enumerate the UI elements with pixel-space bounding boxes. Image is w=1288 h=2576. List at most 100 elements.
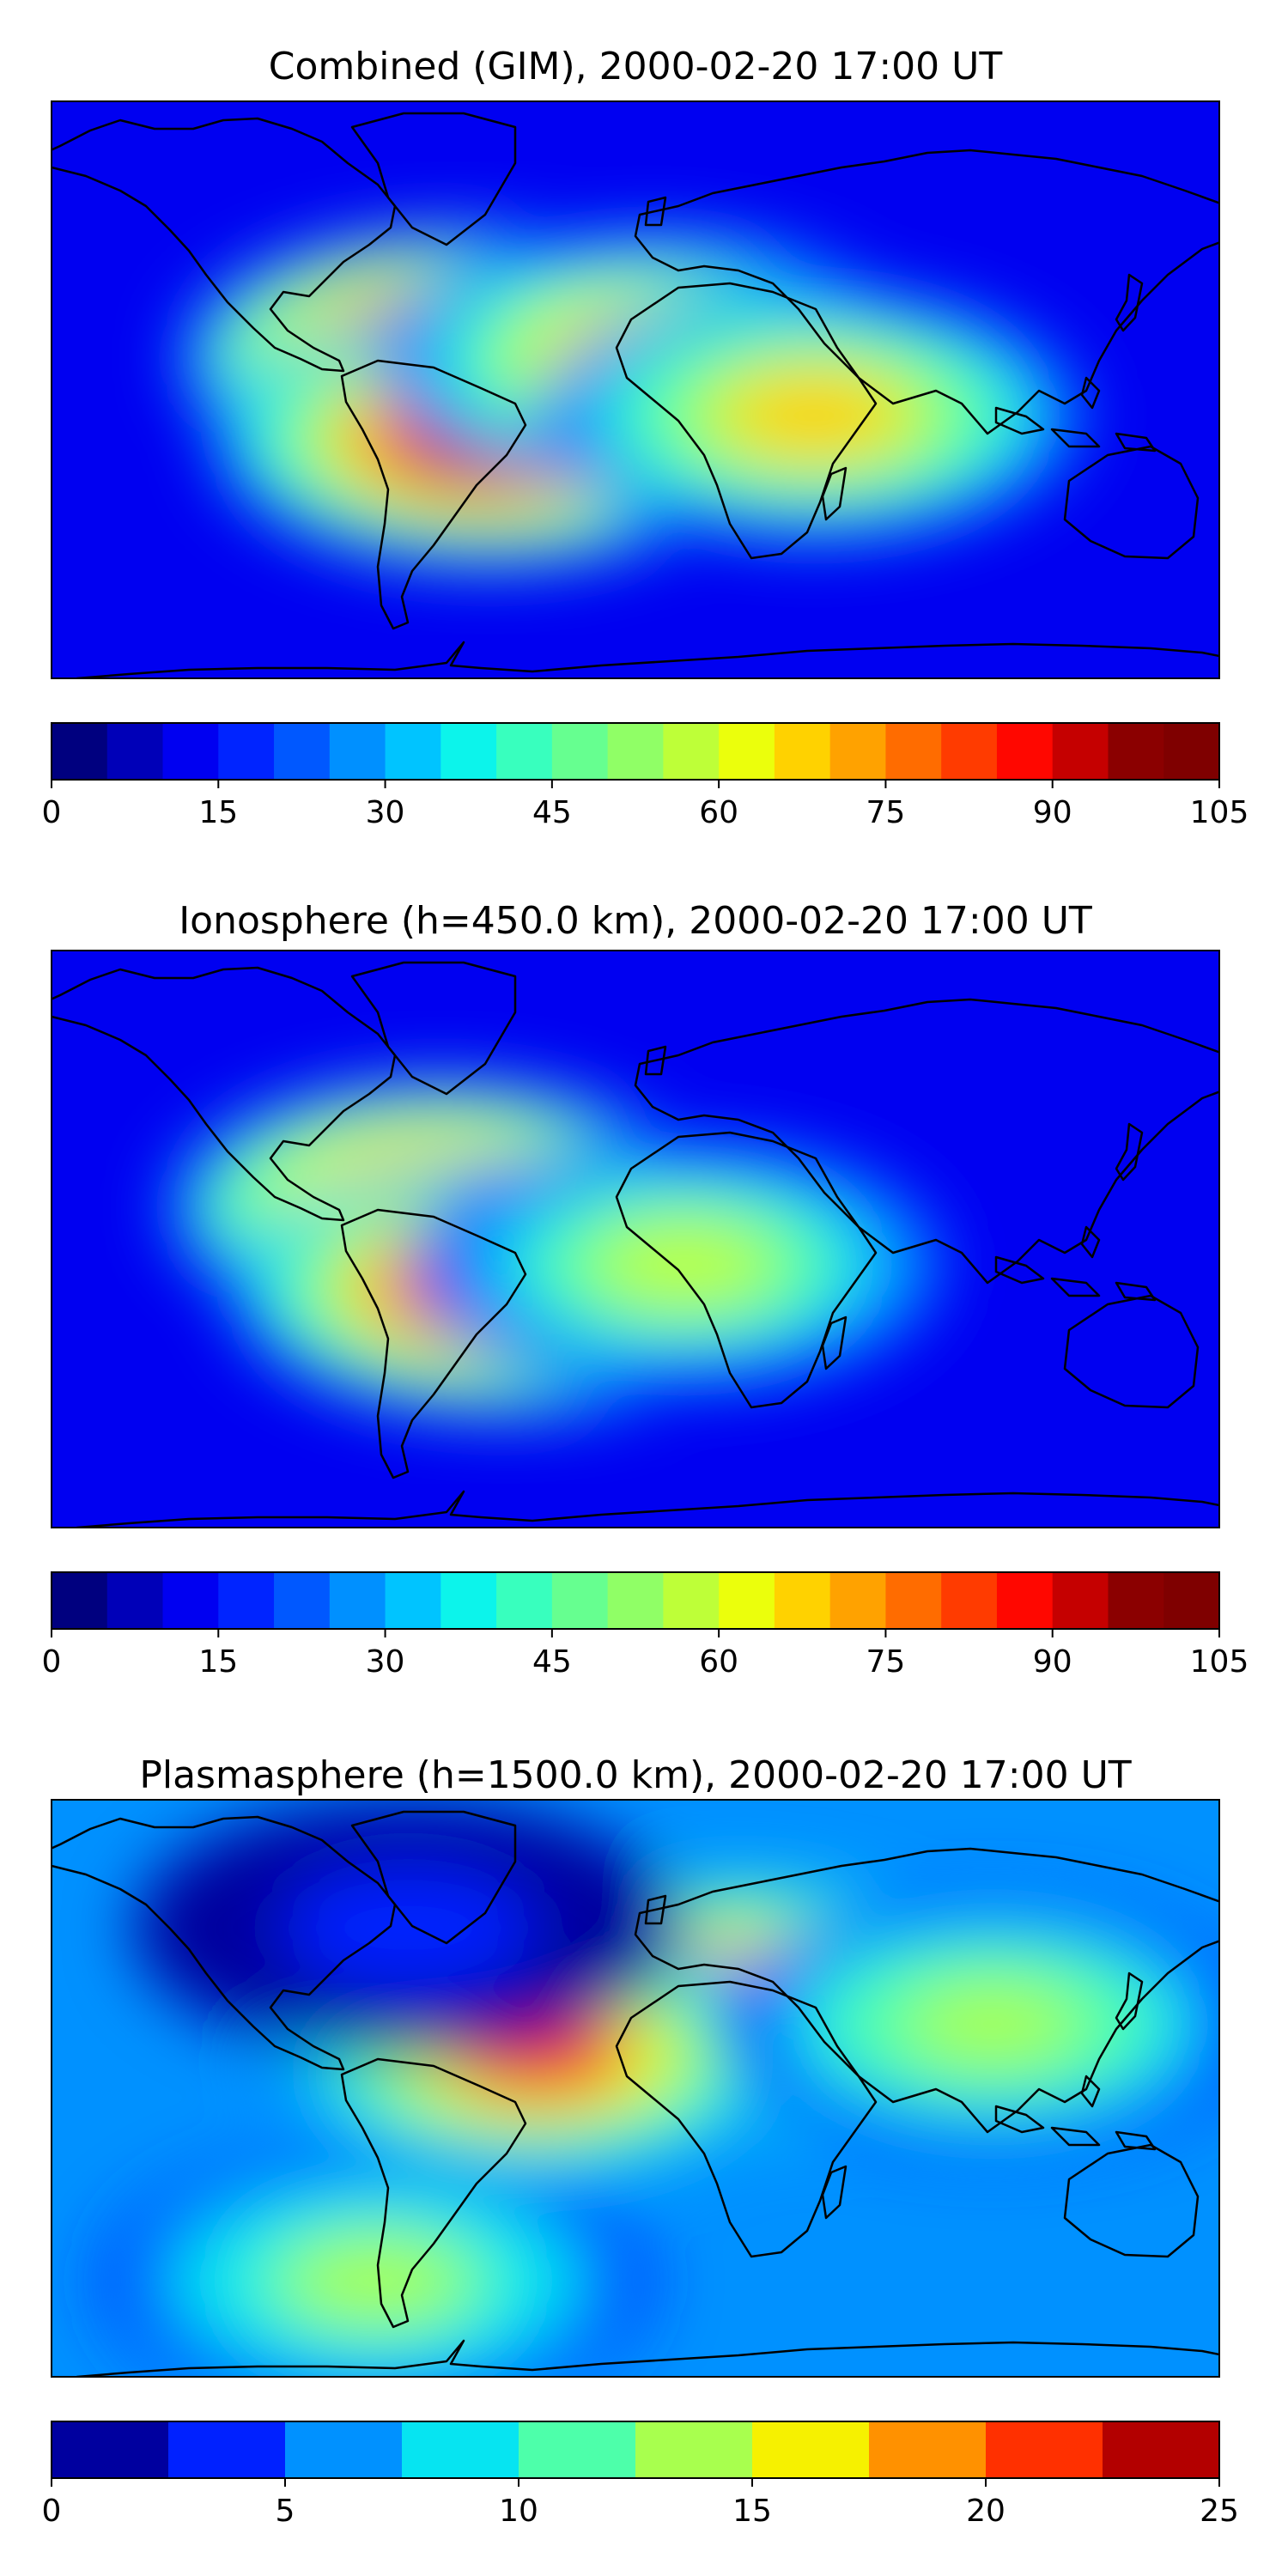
colorbar-segment bbox=[106, 723, 164, 780]
colorbar-segment bbox=[1052, 723, 1109, 780]
ionosphere-panel: Ionosphere (h=450.0 km), 2000-02-20 17:0… bbox=[42, 899, 1249, 1680]
colorbar-segment bbox=[1163, 1572, 1220, 1629]
colorbar-segment bbox=[719, 723, 775, 780]
colorbar-segment bbox=[440, 1572, 497, 1629]
colorbar-segment bbox=[551, 723, 609, 780]
colorbar-segment bbox=[996, 723, 1054, 780]
tec-contour bbox=[287, 2238, 465, 2324]
colorbar-segment bbox=[1108, 1572, 1164, 1629]
colorbar-segment bbox=[329, 1572, 386, 1629]
colorbar-tick-label: 20 bbox=[966, 2494, 1005, 2529]
colorbar-segment bbox=[635, 2421, 753, 2478]
colorbar-tick-label: 15 bbox=[198, 1644, 238, 1680]
colorbar-frame bbox=[51, 1571, 1220, 1630]
colorbar-segment bbox=[941, 1572, 998, 1629]
colorbar-segment bbox=[607, 1572, 664, 1629]
map-frame bbox=[51, 1799, 1220, 2378]
colorbar-tick-label: 10 bbox=[499, 2494, 538, 2529]
colorbar-segment bbox=[168, 2421, 286, 2478]
colorbar: 0 15 30 45 60 75 90 105 bbox=[42, 722, 1249, 830]
colorbar-segment bbox=[218, 723, 275, 780]
colorbar-segment bbox=[869, 2421, 987, 2478]
tec-contour bbox=[319, 1885, 497, 1971]
colorbar-tick-label: 0 bbox=[42, 2494, 62, 2529]
colorbar-tick-label: 15 bbox=[732, 2494, 772, 2529]
colorbar-tick-label: 25 bbox=[1200, 2494, 1239, 2529]
colorbar-segment bbox=[719, 1572, 775, 1629]
colorbar-segment bbox=[1052, 1572, 1109, 1629]
colorbar-segment bbox=[663, 723, 720, 780]
colorbar-segment bbox=[996, 1572, 1054, 1629]
colorbar-tick-label: 45 bbox=[532, 795, 572, 830]
map-frame bbox=[51, 950, 1220, 1528]
colorbar-segment bbox=[440, 723, 497, 780]
colorbar-segment bbox=[52, 1572, 108, 1629]
panel-title: Combined (GIM), 2000-02-20 17:00 UT bbox=[269, 45, 1003, 88]
colorbar-segment bbox=[986, 2421, 1103, 2478]
colorbar-segment bbox=[752, 2421, 870, 2478]
tec-field bbox=[52, 1800, 1219, 2377]
colorbar-segment bbox=[607, 723, 664, 780]
colorbar-tick-label: 0 bbox=[42, 795, 62, 830]
coastlines bbox=[52, 112, 1219, 678]
colorbar-segment bbox=[519, 2421, 636, 2478]
colorbar-segment bbox=[774, 723, 831, 780]
colorbar-segment bbox=[1103, 2421, 1220, 2478]
colorbar-tick-label: 90 bbox=[1033, 1644, 1072, 1680]
plasmasphere-panel: Plasmasphere (h=1500.0 km), 2000-02-20 1… bbox=[42, 1753, 1239, 2529]
colorbar-tick-label: 15 bbox=[198, 795, 238, 830]
colorbar-tick-label: 30 bbox=[366, 795, 405, 830]
colorbar-segment bbox=[885, 1572, 942, 1629]
panel-title: Plasmasphere (h=1500.0 km), 2000-02-20 1… bbox=[139, 1753, 1131, 1797]
colorbar-segment bbox=[218, 1572, 275, 1629]
colorbar-segment bbox=[274, 1572, 331, 1629]
colorbar-tick-label: 5 bbox=[276, 2494, 295, 2529]
colorbar-tick-label: 75 bbox=[866, 1644, 906, 1680]
map-frame bbox=[51, 100, 1220, 679]
colorbar: 0 15 30 45 60 75 90 105 bbox=[42, 1571, 1249, 1680]
colorbar: 0 5 10 15 20 25 bbox=[42, 2421, 1239, 2529]
tec-contour bbox=[725, 372, 903, 459]
combined-gim-panel: Combined (GIM), 2000-02-20 17:00 UT 0 15 3… bbox=[42, 45, 1249, 830]
colorbar-tick-label: 75 bbox=[866, 795, 906, 830]
tec-map bbox=[51, 100, 1220, 679]
tec-map bbox=[51, 950, 1220, 1528]
colorbar-segment bbox=[274, 723, 331, 780]
colorbar-segment bbox=[496, 1572, 553, 1629]
colorbar-tick-label: 30 bbox=[366, 1644, 405, 1680]
colorbar-segment bbox=[829, 1572, 886, 1629]
colorbar-segment bbox=[285, 2421, 403, 2478]
colorbar-segment bbox=[941, 723, 998, 780]
colorbar-segment bbox=[329, 723, 386, 780]
tec-contour bbox=[595, 1221, 774, 1308]
colorbar-segment bbox=[402, 2421, 519, 2478]
colorbar-frame bbox=[51, 722, 1220, 781]
tec-contour bbox=[903, 1981, 1081, 2068]
colorbar-segment bbox=[162, 1572, 219, 1629]
colorbar-tick-label: 105 bbox=[1190, 1644, 1249, 1680]
colorbar-tick-label: 60 bbox=[699, 1644, 738, 1680]
colorbar-segment bbox=[52, 723, 108, 780]
tec-field bbox=[52, 961, 1219, 1528]
colorbar-segment bbox=[551, 1572, 609, 1629]
colorbar-segment bbox=[496, 723, 553, 780]
panel-title: Ionosphere (h=450.0 km), 2000-02-20 17:0… bbox=[179, 899, 1092, 943]
colorbar-tick-label: 90 bbox=[1033, 795, 1072, 830]
coastlines bbox=[52, 961, 1219, 1528]
coastlines bbox=[52, 1810, 1219, 2377]
tec-map bbox=[51, 1799, 1220, 2378]
colorbar-segment bbox=[663, 1572, 720, 1629]
colorbar-frame bbox=[51, 2421, 1220, 2479]
colorbar-tick-label: 105 bbox=[1190, 795, 1249, 830]
colorbar-tick-label: 60 bbox=[699, 795, 738, 830]
colorbar-segment bbox=[385, 723, 441, 780]
colorbar-segment bbox=[829, 723, 886, 780]
colorbar-segment bbox=[774, 1572, 831, 1629]
colorbar-segment bbox=[52, 2421, 169, 2478]
colorbar-segment bbox=[885, 723, 942, 780]
colorbar-tick-label: 0 bbox=[42, 1644, 62, 1680]
colorbar-segment bbox=[385, 1572, 441, 1629]
tec-field bbox=[52, 112, 1219, 678]
colorbar-segment bbox=[162, 723, 219, 780]
